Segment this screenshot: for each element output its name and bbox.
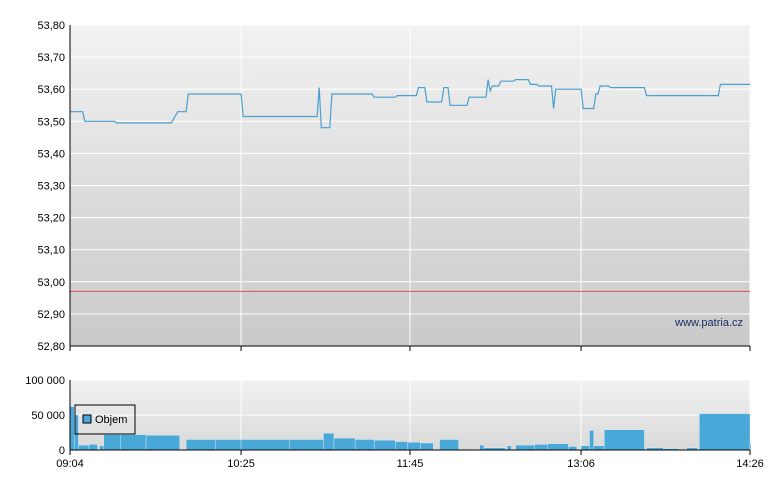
volume-bar [289,439,324,451]
volume-bar [88,444,98,451]
price-y-tick-label: 53,20 [37,213,65,225]
volume-bar [69,406,75,451]
price-y-tick-label: 53,50 [37,116,65,128]
volume-bar [439,439,459,451]
volume-bar [580,445,590,451]
volume-bar [604,429,645,451]
volume-bar [354,439,375,451]
x-tick-label: 13:06 [567,458,595,470]
volume-bar [373,440,396,451]
volume-bar [506,445,512,451]
volume-bar [103,434,121,451]
price-y-tick-label: 53,40 [37,148,65,160]
price-y-tick-label: 53,60 [37,84,65,96]
volume-bar [395,441,409,451]
x-tick-label: 09:04 [56,458,84,470]
legend-frame [74,404,136,435]
price-y-tick-label: 53,10 [37,245,65,257]
volume-bar [99,445,104,451]
watermark-text: www.patria.cz [674,317,743,329]
volume-bar [240,439,290,451]
volume-bar [185,439,216,451]
volume-panel: 100 000 50 000 0 [25,375,752,457]
volume-bar [749,444,752,451]
price-line [70,79,750,129]
legend-swatch [82,414,92,424]
price-y-tick-label: 53,80 [37,20,65,32]
volume-bar [215,439,242,451]
volume-legend: Objem [74,404,136,435]
volume-bar [407,442,421,451]
price-y-tick-label: 53,70 [37,52,65,64]
volume-bar [479,444,485,451]
price-y-tick-label: 53,30 [37,181,65,193]
price-y-tick-label: 53,00 [37,277,65,289]
price-y-tick-label: 52,80 [37,341,65,353]
volume-bar [699,413,751,451]
legend-label: Objem [95,414,127,426]
x-tick-label: 14:26 [736,458,764,470]
x-tick-label: 10:25 [227,458,255,470]
time-axis: 09:04 10:25 11:45 13:06 14:26 [56,450,764,470]
volume-bar [333,437,356,451]
volume-y-tick-label: 50 000 [31,410,65,422]
volume-bar [534,444,548,451]
price-y-tick-label: 52,90 [37,309,65,321]
volume-bar [323,433,335,451]
volume-bar [515,444,535,451]
volume-bar [78,444,90,451]
volume-bar [420,442,434,451]
volume-bar [145,435,180,451]
volume-bar [120,434,147,451]
price-panel: 53,80 53,70 53,60 53,50 53,40 53,30 53,20 53,10… [37,20,751,353]
volume-bar [593,445,605,451]
volume-bar [589,430,594,451]
volume-bar [547,443,569,451]
volume-bar [568,446,577,451]
volume-y-tick-label: 100 000 [25,375,65,387]
volume-y-tick-label: 0 [59,445,65,457]
x-tick-label: 11:45 [397,458,424,470]
